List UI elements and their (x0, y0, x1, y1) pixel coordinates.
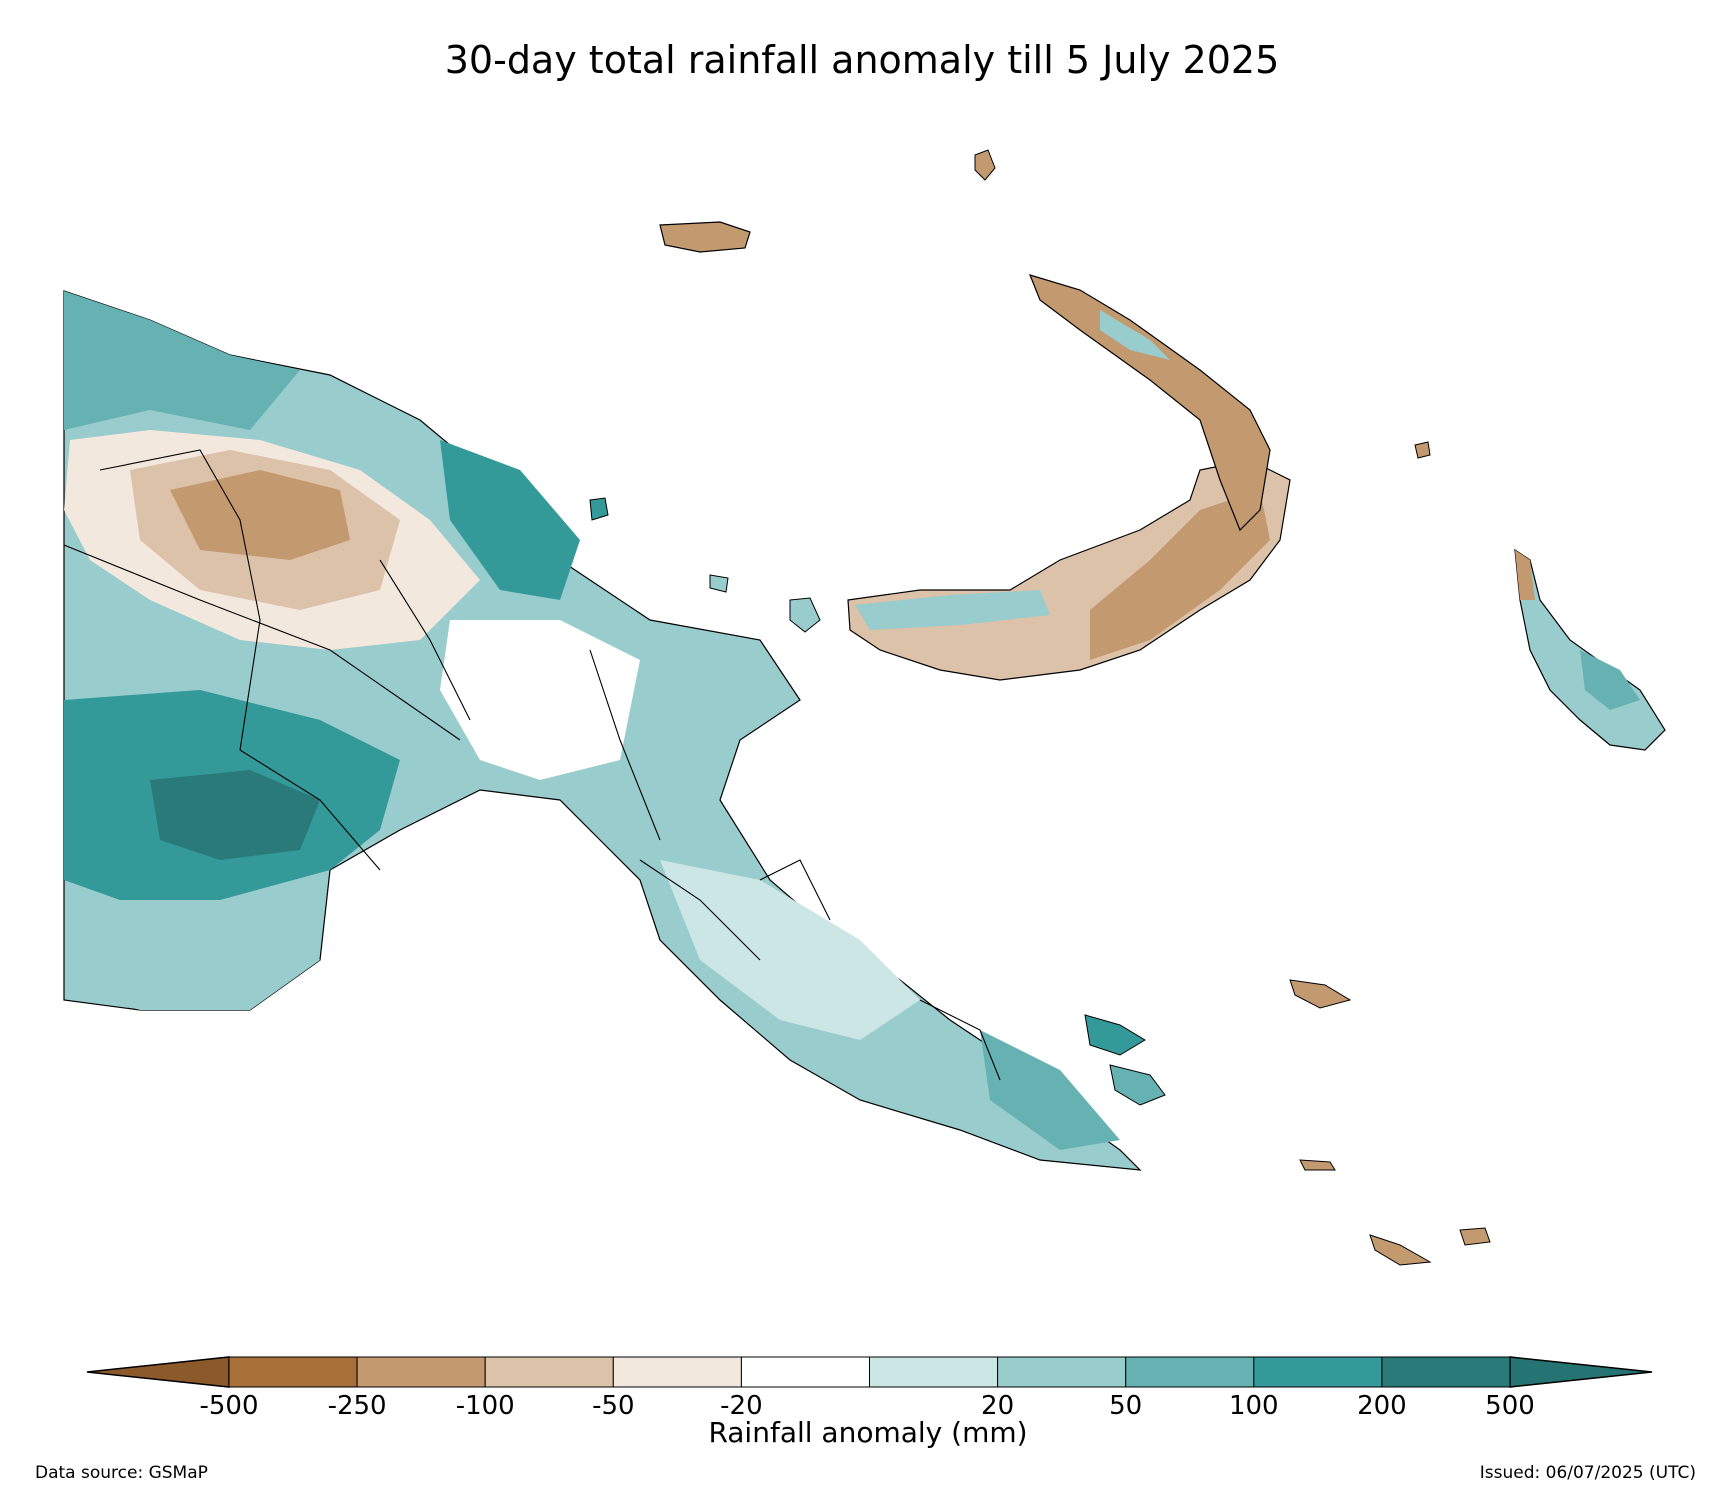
small-island-north (974, 149, 996, 181)
colorbar-extend-low (86, 1356, 230, 1388)
woodlark-island (1289, 979, 1352, 1009)
colorbar-segment (484, 1356, 614, 1388)
trobriand-island (1299, 1159, 1336, 1171)
map-title: 30-day total rainfall anomaly till 5 Jul… (444, 38, 1280, 82)
colorbar-segment (997, 1356, 1127, 1388)
sudest-island (1459, 1227, 1491, 1246)
papuan-tail-teal (980, 1030, 1120, 1150)
data-source: Data source: GSMaP (35, 1463, 208, 1483)
long-island (709, 574, 729, 593)
colorbar-segment (869, 1356, 999, 1388)
colorbar-tick-label: 50 (1109, 1391, 1142, 1421)
south-coast-light (70, 900, 320, 1010)
karkar-island (589, 497, 609, 521)
papuan-tail-light (660, 860, 920, 1040)
colorbar-tick-label: 200 (1357, 1391, 1407, 1421)
colorbar-tick-label: 100 (1229, 1391, 1279, 1421)
colorbar-segment (1125, 1356, 1255, 1388)
province-boundaries (63, 449, 1001, 1081)
manus-island (659, 221, 751, 253)
central-light (440, 620, 640, 780)
south-west-dark (150, 770, 320, 860)
rossel-island (1369, 1234, 1432, 1266)
colorbar-tick-label: 20 (981, 1391, 1014, 1421)
colorbar-segment (612, 1356, 742, 1388)
bougainville (1514, 548, 1666, 751)
colorbar-tick-label: -20 (720, 1391, 762, 1421)
fergusson-island (1109, 1064, 1166, 1106)
colorbar-tick-label: -50 (592, 1391, 634, 1421)
colorbar-segment (356, 1356, 486, 1388)
colorbar-segment (740, 1356, 871, 1388)
north-coast-teal (440, 440, 580, 600)
issued-date: Issued: 06/07/2025 (UTC) (1479, 1463, 1696, 1483)
umboi-island (789, 597, 821, 633)
rainfall-anomaly-map (63, 149, 1666, 1266)
colorbar-segment (1381, 1356, 1511, 1388)
mainland-png (63, 290, 1142, 1171)
highlands-dry-core (170, 470, 350, 560)
colorbar-tick-label: -250 (328, 1391, 387, 1421)
colorbar-segment (1253, 1356, 1383, 1388)
colorbar-segment (228, 1356, 358, 1388)
small-island-east (1414, 441, 1431, 459)
northwest-teal (64, 291, 300, 430)
colorbar-label: Rainfall anomaly (mm) (708, 1416, 1027, 1449)
colorbar-extend-high (1509, 1356, 1653, 1388)
new-ireland (1028, 274, 1271, 532)
new-britain (847, 459, 1291, 681)
colorbar-tick-label: -500 (199, 1391, 258, 1421)
colorbar-tick-label: -100 (456, 1391, 515, 1421)
colorbar-tick-label: 500 (1485, 1391, 1535, 1421)
normanby-island (1084, 1014, 1146, 1056)
